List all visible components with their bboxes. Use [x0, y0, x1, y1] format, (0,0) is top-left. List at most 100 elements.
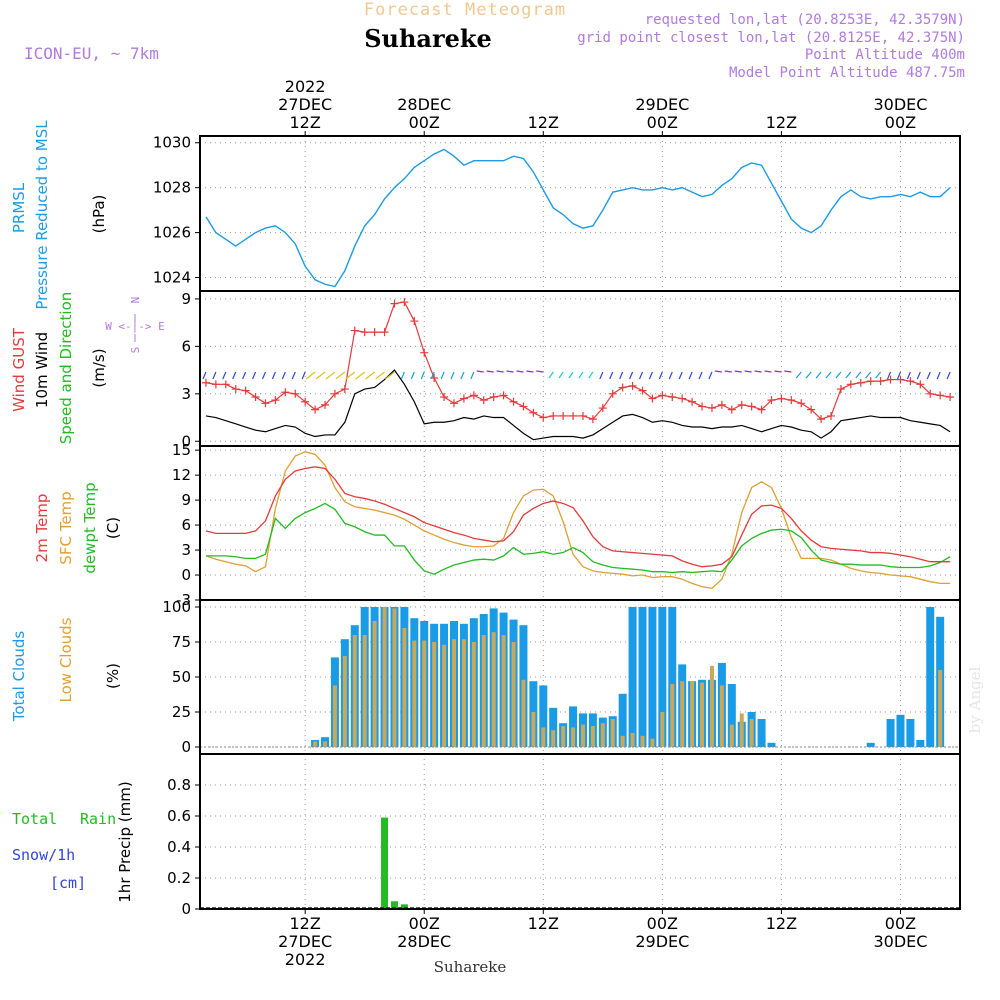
- wind-direction-arrow: [588, 371, 594, 379]
- bottom-time-label: 00Z: [647, 914, 678, 933]
- low-clouds-bar: [372, 621, 377, 747]
- temp-label-dewpt: dewpt Temp: [81, 482, 99, 573]
- gust-point: [797, 399, 806, 408]
- total-clouds-bar: [757, 719, 766, 747]
- gust-point: [698, 402, 707, 411]
- gust-point: [926, 389, 935, 398]
- gust-point: [390, 299, 399, 308]
- model-altitude: Model Point Altitude 487.75m: [729, 65, 965, 81]
- compass-north: N: [129, 297, 142, 304]
- top-time-label: 12Z: [528, 113, 559, 132]
- wind-series-line: [205, 369, 951, 441]
- wind-direction-arrow: [578, 371, 584, 379]
- wind-direction-arrow: [516, 370, 524, 373]
- top-time-label: 2022: [285, 77, 326, 96]
- gust-point: [578, 411, 587, 420]
- panel-frame: [199, 135, 961, 292]
- low-clouds-bar: [442, 644, 447, 747]
- top-time-label: 00Z: [885, 113, 916, 132]
- total-clouds-bar: [658, 607, 667, 747]
- temp-unit: (C): [104, 517, 122, 539]
- panel-frame: [199, 753, 961, 910]
- gust-point: [440, 392, 449, 401]
- y-tick-label: 1030: [153, 134, 191, 152]
- wind-direction-arrow: [450, 371, 455, 380]
- wind-direction-arrow: [252, 371, 257, 380]
- gust-point: [767, 396, 776, 405]
- rain-bar: [400, 904, 408, 909]
- gust-point: [608, 389, 617, 398]
- precip-label-total: Total: [12, 810, 57, 828]
- bottom-time-label: 12Z: [766, 914, 797, 933]
- wind-direction-arrow: [212, 371, 217, 380]
- gust-point: [628, 381, 637, 390]
- low-clouds-bar: [362, 635, 367, 747]
- gust-point: [747, 402, 756, 411]
- bottom-time-label: 29DEC: [635, 932, 689, 951]
- wind-direction-arrow: [629, 371, 634, 380]
- wind-direction-arrow: [678, 371, 683, 380]
- wind-direction-arrow: [305, 371, 316, 380]
- low-clouds-bar: [670, 684, 675, 747]
- wind-direction-arrow: [261, 371, 267, 380]
- wind-direction-arrow: [658, 371, 663, 380]
- gust-point: [489, 392, 498, 401]
- low-clouds-bar: [422, 640, 427, 747]
- wind-direction-arrow: [400, 371, 405, 380]
- wind-direction-arrow: [795, 371, 802, 379]
- wind-direction-arrow: [536, 370, 544, 373]
- wind-direction-arrow: [291, 371, 296, 380]
- low-clouds-bar: [630, 733, 635, 747]
- wind-direction-arrow: [460, 371, 465, 380]
- gust-point: [499, 391, 508, 400]
- wind-direction-arrow: [548, 371, 554, 379]
- gust-point: [231, 385, 240, 394]
- top-time-label: 28DEC: [397, 95, 451, 114]
- total-clouds-bar: [539, 685, 548, 747]
- low-clouds-bar: [620, 735, 625, 747]
- y-tick-label: 0: [181, 566, 191, 584]
- low-clouds-bar: [382, 607, 387, 747]
- y-tick-label: 0.2: [167, 869, 191, 887]
- wind-direction-arrow: [754, 370, 762, 373]
- gust-point: [201, 378, 210, 387]
- gust-point: [856, 378, 865, 387]
- wind-direction-arrow: [619, 371, 624, 380]
- low-clouds-bar: [739, 713, 744, 747]
- gust-point: [370, 328, 379, 337]
- wind-direction-arrow: [335, 371, 346, 380]
- low-clouds-bar: [451, 639, 456, 747]
- bottom-time-label: 00Z: [409, 914, 440, 933]
- y-tick-label: 15: [172, 441, 191, 459]
- total-clouds-bar: [618, 693, 627, 747]
- y-tick-label: 1028: [153, 179, 191, 197]
- gust-point: [638, 386, 647, 395]
- gust-point: [658, 391, 667, 400]
- low-clouds-bar: [590, 726, 595, 747]
- compass-icon: N W <-|-> E S: [105, 297, 165, 354]
- low-clouds-bar: [521, 679, 526, 747]
- gust-point: [777, 394, 786, 403]
- low-clouds-bar: [660, 712, 665, 747]
- total-clouds-bar: [866, 742, 875, 747]
- wind-direction-arrow: [825, 371, 832, 379]
- low-clouds-bar: [729, 724, 734, 747]
- precip-label-snow: Snow/1h: [12, 846, 75, 864]
- panel-frame: [199, 445, 961, 601]
- rain-bar: [390, 901, 398, 909]
- pressure-label-prmsl: PRMSL: [10, 182, 28, 233]
- total-clouds-bar: [906, 719, 915, 747]
- wind-direction-arrow: [906, 371, 911, 380]
- gust-point: [330, 389, 339, 398]
- total-clouds-bar: [896, 714, 905, 747]
- gust-point: [271, 396, 280, 405]
- y-tick-label: 3: [181, 541, 191, 559]
- wind-direction-arrow: [744, 370, 752, 373]
- gust-point: [400, 298, 409, 307]
- wind-unit: (m/s): [90, 348, 108, 387]
- low-clouds-bar: [491, 632, 496, 747]
- gust-point: [291, 389, 300, 398]
- gust-point: [598, 404, 607, 413]
- wind-direction-arrow: [886, 371, 892, 380]
- total-clouds-bar: [628, 607, 637, 747]
